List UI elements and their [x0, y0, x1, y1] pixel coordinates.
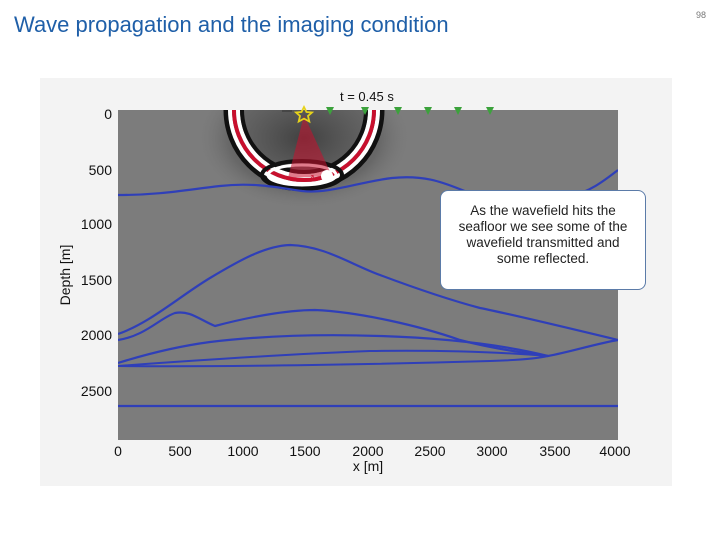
y-tick-label: 2000	[81, 327, 112, 343]
salt-dome-interface	[118, 243, 618, 342]
star-icon	[293, 104, 315, 124]
y-axis-label: Depth [m]	[57, 245, 73, 306]
wavefront-red	[232, 110, 376, 182]
x-tick-label: 0	[114, 443, 122, 459]
x-axis-label: x [m]	[353, 458, 383, 474]
y-tick-label: 1000	[81, 216, 112, 232]
triangle-icon	[361, 107, 369, 115]
triangle-icon	[454, 107, 462, 115]
triangle-icon	[326, 107, 334, 115]
acquisition-geometry	[282, 104, 494, 124]
wedge-interface-upper	[118, 349, 549, 367]
x-tick-label: 4000	[599, 443, 630, 459]
x-tick-label: 500	[168, 443, 192, 459]
y-tick-label: 2500	[81, 383, 112, 399]
y-tick-label: 0	[104, 106, 112, 122]
triangle-icon	[394, 107, 402, 115]
y-tick-label: 1500	[81, 272, 112, 288]
x-tick-label: 1500	[289, 443, 320, 459]
y-tick-labels: 0 500 1000 1500 2000 2500	[81, 106, 112, 399]
slide-title: Wave propagation and the imaging conditi…	[14, 12, 449, 37]
receiver-array	[326, 107, 494, 115]
wavefield-group: ↗	[118, 110, 618, 408]
reflection-marker-label: ↗	[308, 173, 315, 182]
page-number: 98	[695, 10, 706, 20]
x-tick-label: 3500	[539, 443, 570, 459]
illumination-cone	[288, 115, 332, 178]
wedge-interface-lower	[118, 355, 549, 368]
callout-text: As the wavefield hits the seafloor we se…	[458, 203, 628, 266]
triangle-icon	[486, 107, 494, 115]
y-tick-label: 500	[89, 162, 113, 178]
x-tick-label: 2500	[414, 443, 445, 459]
wave-propagation-figure: ↗ t = 0.45 s	[40, 78, 672, 486]
x-tick-label: 3000	[476, 443, 507, 459]
x-tick-labels: 0 500 1000 1500 2000 2500 3000 3500 4000	[114, 443, 631, 459]
triangle-icon	[424, 107, 432, 115]
explanation-callout: As the wavefield hits the seafloor we se…	[440, 190, 646, 290]
lens-interface-bottom	[118, 334, 618, 365]
x-tick-label: 2000	[352, 443, 383, 459]
time-label: t = 0.45 s	[340, 89, 394, 104]
reflection-point	[321, 170, 333, 182]
x-tick-label: 1000	[227, 443, 258, 459]
